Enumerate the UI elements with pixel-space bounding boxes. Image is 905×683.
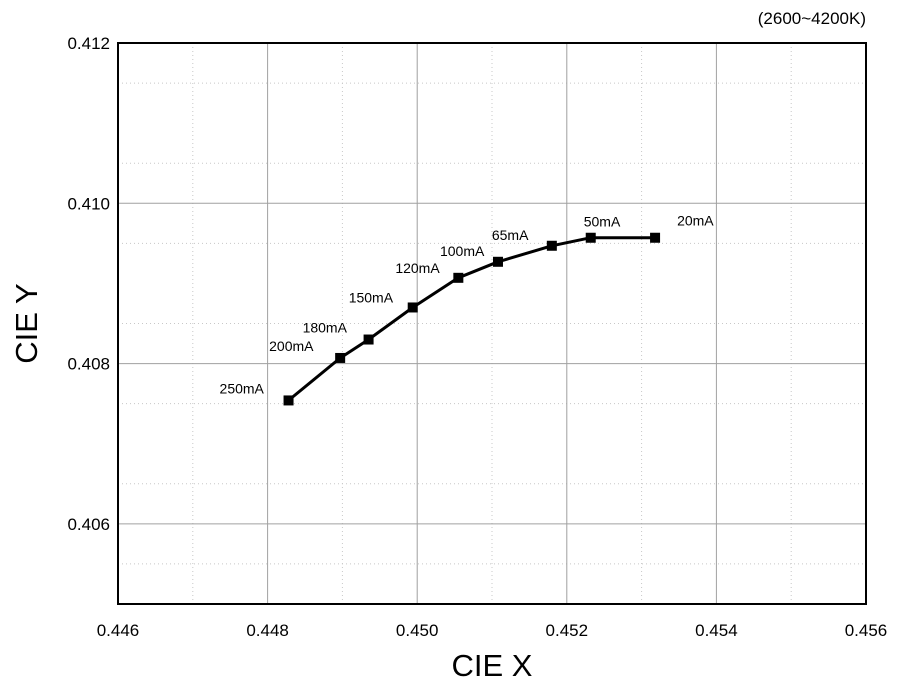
data-point-label: 20mA	[677, 213, 714, 229]
data-point-marker	[546, 240, 557, 251]
data-point-marker	[585, 232, 596, 243]
data-point-marker	[335, 352, 346, 363]
data-point-label: 50mA	[584, 214, 621, 230]
data-point-marker	[363, 334, 374, 345]
data-point-label: 100mA	[440, 243, 485, 259]
data-point-label: 150mA	[349, 289, 394, 305]
y-tick-label: 0.406	[67, 515, 110, 534]
x-axis-title: CIE X	[452, 648, 533, 683]
x-tick-label: 0.456	[845, 621, 888, 640]
major-grid	[118, 43, 866, 604]
x-tick-label: 0.452	[546, 621, 589, 640]
data-point-label: 180mA	[303, 320, 348, 336]
x-tick-label: 0.446	[97, 621, 140, 640]
data-point-marker	[283, 395, 294, 406]
data-point-label: 200mA	[269, 338, 314, 354]
data-point-label: 65mA	[492, 227, 529, 243]
y-tick-label: 0.412	[67, 34, 110, 53]
x-tick-label: 0.450	[396, 621, 439, 640]
y-tick-label: 0.410	[67, 194, 110, 213]
series-layer	[283, 232, 661, 406]
data-point-marker	[407, 302, 418, 313]
data-point-marker	[453, 272, 464, 283]
y-axis-title: CIE Y	[9, 283, 44, 363]
x-tick-label: 0.448	[246, 621, 289, 640]
data-point-marker	[650, 232, 661, 243]
cct-range-annotation: (2600~4200K)	[758, 9, 866, 28]
data-point-marker	[492, 256, 503, 267]
minor-grid	[118, 43, 866, 604]
data-point-label: 250mA	[220, 380, 265, 396]
plot-frame	[117, 42, 867, 605]
x-tick-label: 0.454	[695, 621, 738, 640]
y-tick-label: 0.408	[67, 355, 110, 374]
data-point-label: 120mA	[395, 260, 440, 276]
y-axis-ticks: 0.406 0.408 0.410 0.412	[67, 34, 110, 534]
x-axis-ticks: 0.446 0.448 0.450 0.452 0.454 0.456	[97, 621, 888, 640]
